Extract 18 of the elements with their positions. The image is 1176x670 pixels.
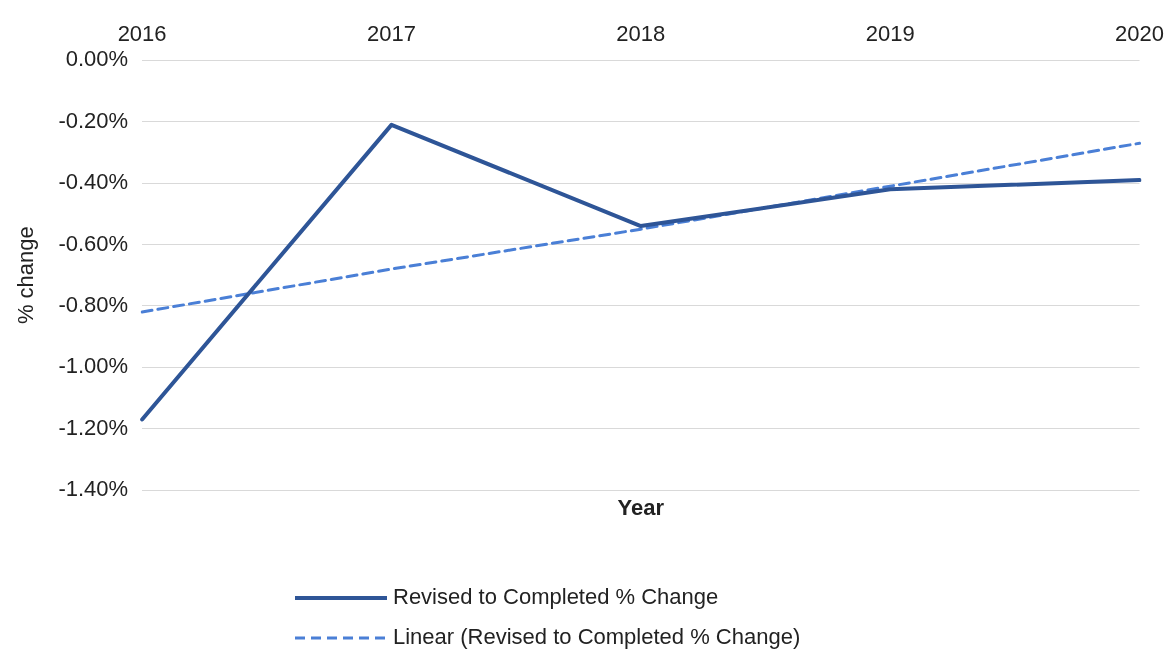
legend-label: Revised to Completed % Change (393, 584, 719, 610)
y-tick-label: -1.00% (58, 353, 129, 379)
y-tick-label: 0.00% (65, 46, 129, 72)
x-tick-label: 2018 (616, 21, 666, 47)
y-tick-label: -1.40% (58, 476, 129, 502)
line-series (140, 141, 1142, 314)
x-tick-label: 2019 (865, 21, 915, 47)
y-tick-label: -1.20% (58, 414, 129, 440)
y-tick-label: -0.80% (58, 291, 129, 317)
x-axis-title: Year (617, 495, 665, 521)
x-tick-label: 2017 (366, 21, 416, 47)
x-tick-label: 2020 (1115, 21, 1165, 47)
y-tick-label: -0.20% (58, 107, 129, 133)
legend-label: Linear (Revised to Completed % Change) (393, 624, 801, 650)
y-tick-label: -0.60% (58, 230, 129, 256)
y-tick-label: -0.40% (58, 169, 129, 195)
y-axis-title: % change (13, 226, 39, 325)
x-tick-label: 2016 (117, 21, 167, 47)
